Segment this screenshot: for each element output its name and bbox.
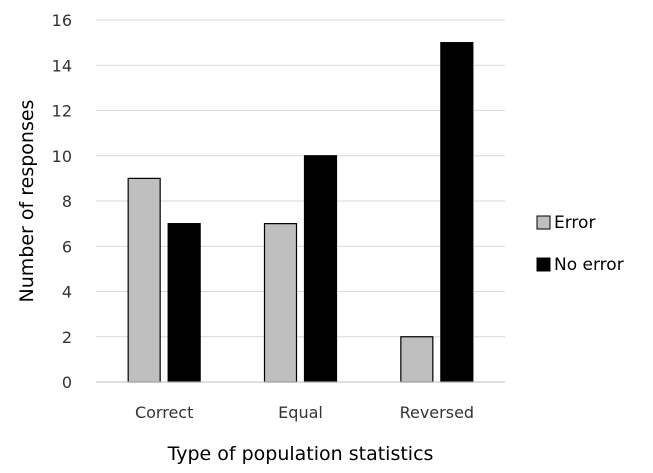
legend-swatch-error xyxy=(536,215,551,230)
x-axis-title: Type of population statistics xyxy=(167,443,434,465)
legend-swatch-no-error xyxy=(536,257,551,272)
bar-no-error-correct xyxy=(167,223,201,383)
bar-error-equal xyxy=(263,223,298,383)
y-tick-label: 0 xyxy=(62,373,72,392)
y-tick-label: 16 xyxy=(52,11,72,30)
bar-error-correct xyxy=(127,177,161,383)
bar-no-error-equal xyxy=(303,155,338,383)
x-tick-label: Reversed xyxy=(400,403,474,422)
x-tick-label: Equal xyxy=(278,403,323,422)
y-tick-labels: 0 2 4 6 8 10 12 14 16 xyxy=(52,11,72,392)
x-tick-label: Correct xyxy=(135,403,193,422)
y-tick-label: 4 xyxy=(62,283,72,302)
x-tick-labels: Correct Equal Reversed xyxy=(135,403,474,422)
gridlines xyxy=(96,19,505,338)
y-tick-label: 6 xyxy=(62,237,72,256)
bar-no-error-reversed xyxy=(440,42,474,383)
y-tick-label: 12 xyxy=(52,102,72,121)
bars xyxy=(127,42,474,383)
legend-label: Error xyxy=(554,213,595,233)
y-tick-label: 8 xyxy=(62,192,72,211)
legend-label: No error xyxy=(554,255,624,275)
y-axis-title: Number of responses xyxy=(16,100,38,303)
y-tick-label: 10 xyxy=(52,147,72,166)
y-tick-label: 14 xyxy=(52,56,72,75)
legend: Error No error xyxy=(536,213,624,275)
bar-error-reversed xyxy=(400,336,434,383)
y-tick-label: 2 xyxy=(62,328,72,347)
